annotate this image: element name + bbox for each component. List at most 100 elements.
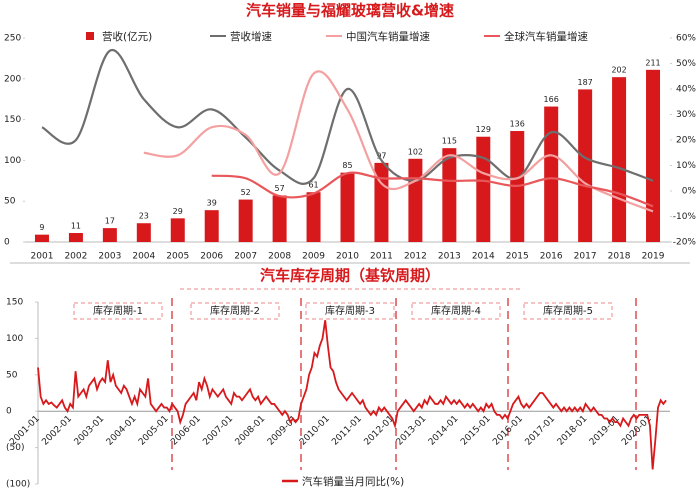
y-tick-label: 100 [6,334,23,344]
value-label: 11 [71,222,81,231]
line [143,70,654,213]
line [211,171,654,208]
value-label: 211 [645,58,660,67]
x-tick-label: 2002 [64,252,87,262]
bar [306,192,321,242]
bar [442,148,457,242]
annotation-box [190,302,280,320]
y-tick-label: 150 [6,298,23,308]
annotation: 库存周期-5 [543,304,593,317]
legend-label: 中国汽车销量增速 [346,30,430,43]
value-label: 85 [342,161,352,170]
bar [408,158,423,242]
value-label: 102 [408,147,423,156]
x-tick-label: 2003 [98,252,121,262]
annotation-box [73,302,163,320]
legend-label: 营收增速 [230,30,272,43]
x-tick-label: 2012 [404,252,427,262]
bar [68,233,83,242]
bar [340,172,355,242]
x-tick-label: 2016 [540,252,563,262]
value-label: 115 [442,137,457,146]
x-tick-label: 2009 [302,252,325,262]
y2-tick-label: -10% [673,212,697,222]
bar [136,223,151,242]
y-tick-label: 200 [4,74,21,84]
y-tick-label: (50) [6,443,24,453]
x-tick-label: 2018 [608,252,631,262]
x-tick-label: 2004 [132,252,155,262]
value-label: 52 [241,188,251,197]
x-tick-label: 2008 [268,252,291,262]
x-tick-label: 2014 [472,252,495,262]
y-tick-label: 50 [6,370,18,380]
bar [204,210,219,242]
value-label: 17 [105,217,115,226]
x-tick-label: 2010 [336,252,359,262]
x-tick-label: 2006 [200,252,223,262]
value-label: 202 [611,66,626,75]
bar [238,199,253,242]
annotation-box [411,302,501,320]
y2-tick-label: 30% [676,110,696,120]
x-tick-label: 2011 [370,252,393,262]
bar [544,106,559,242]
annotation: 库存周期-3 [325,304,375,317]
line [41,49,654,185]
value-label: 97 [376,151,386,160]
bar [578,89,593,243]
x-tick-label: 2013 [438,252,461,262]
x-tick-label: 2007 [234,252,257,262]
legend-swatch [86,32,94,40]
y2-tick-label: 50% [676,59,696,69]
bar [34,234,49,242]
bar [646,69,661,242]
x-tick-label: 2015 [506,252,529,262]
x-tick-label: 2019 [642,252,665,262]
value-label: 57 [275,184,285,193]
chart-title: 汽车销量与福耀玻璃营收&增速 [246,2,454,20]
y-tick-label: 0 [4,238,10,248]
bar [170,218,185,242]
y-tick-label: 250 [4,34,21,44]
chart-title: 汽车库存周期（基钦周期） [260,267,440,285]
value-label: 136 [510,120,525,129]
line [37,320,667,470]
cycle-dividers [171,298,637,470]
x-tick-label: 2005 [166,252,189,262]
value-label: 23 [139,212,149,221]
bar [476,136,491,242]
bar [612,77,627,242]
value-label: 129 [476,125,491,134]
y-tick-label: 100 [4,156,21,166]
y-tick-label: 50 [4,197,16,207]
annotation-box [523,302,613,320]
y2-tick-label: 40% [676,85,696,95]
bar [374,162,389,242]
x-tick-label: 2001 [31,252,54,262]
y2-tick-label: 10% [676,161,696,171]
value-label: 29 [173,207,183,216]
value-label: 187 [577,78,592,87]
value-label: 166 [544,95,559,104]
x-tick-label: 2017 [574,252,597,262]
y2-tick-label: 0% [682,187,697,197]
annotation-box [305,302,395,320]
annotation: 库存周期-4 [431,304,481,317]
y2-tick-label: 60% [676,34,696,44]
bar [102,228,117,242]
y-tick-label: 0 [6,407,12,417]
legend-label: 营收(亿元) [102,30,152,43]
y2-tick-label: -20% [673,238,697,248]
bar [272,195,287,242]
legend-label: 全球汽车销量增速 [504,30,588,43]
value-label: 61 [308,181,318,190]
y-tick-label: (100) [6,480,30,490]
annotation: 库存周期-1 [93,304,143,317]
y-tick-label: 150 [4,115,21,125]
legend-label: 汽车销量当月同比(%) [302,475,404,488]
value-label: 9 [39,223,44,232]
value-label: 39 [207,199,217,208]
